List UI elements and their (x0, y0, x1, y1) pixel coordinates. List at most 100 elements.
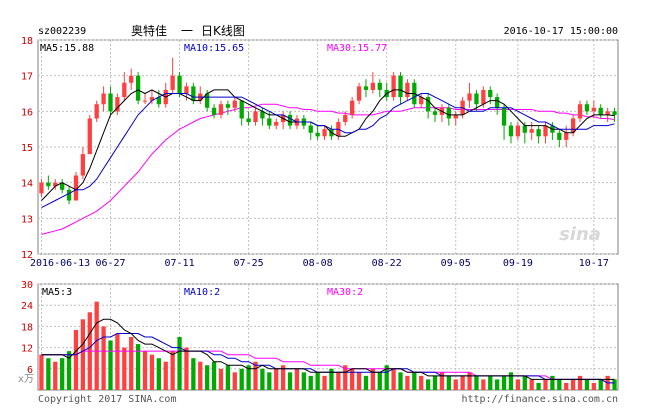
candle-body (350, 100, 355, 115)
candle-body (598, 107, 603, 115)
volume-bar (246, 365, 251, 390)
volume-bar (156, 358, 161, 390)
volume-bar (170, 351, 175, 390)
volume-bar (177, 337, 182, 390)
candle-body (170, 75, 175, 90)
volume-bar (260, 368, 265, 390)
volume-bar (294, 368, 300, 390)
volume-bar (267, 372, 272, 390)
candle-body (73, 175, 79, 201)
volume-bar (253, 361, 258, 390)
volume-bar (612, 379, 617, 390)
candle-body (474, 93, 479, 105)
volume-tick-label: 6 (27, 365, 33, 376)
candle-body (377, 82, 382, 90)
vol-ma10-legend: MA10:2 (184, 287, 220, 298)
candle-body (495, 97, 500, 108)
volume-bar (315, 372, 320, 390)
volume-bar (46, 358, 51, 390)
volume-bar (391, 368, 396, 390)
date-tick-label: 07-25 (234, 258, 264, 269)
volume-bar (377, 372, 382, 390)
volume-bar (488, 375, 493, 390)
candle-body (488, 89, 493, 98)
candle-body (391, 75, 396, 98)
price-tick-label: 17 (21, 72, 33, 83)
volume-bar (515, 379, 521, 390)
volume-bar (501, 375, 507, 390)
candle-body (53, 182, 58, 187)
candle-body (142, 100, 148, 102)
candle-body (239, 100, 244, 119)
volume-bar (439, 372, 445, 390)
candle-body (591, 107, 596, 112)
vol-ma10-line-path (41, 333, 615, 384)
candle-body (522, 125, 527, 133)
volume-bar (218, 368, 224, 390)
candle-body (287, 114, 293, 126)
candle-body (135, 75, 141, 101)
volume-bar (94, 301, 99, 390)
volume-tick-label: 12 (21, 344, 33, 355)
candle-body (218, 104, 224, 115)
vol-ma5-line-path (41, 318, 615, 380)
volume-bar (550, 375, 555, 390)
candle-body (515, 125, 521, 137)
date-tick-label: 2016-06-13 (30, 258, 90, 269)
candle-body (308, 125, 313, 133)
datetime: 2016-10-17 15:00:00 (504, 26, 618, 37)
candle-body (501, 107, 507, 126)
date-tick-label: 09-05 (441, 258, 471, 269)
candles (39, 57, 617, 205)
ma10-legend: MA10:15.65 (184, 43, 244, 54)
volume-bar (356, 372, 362, 390)
price-tick-label: 16 (21, 107, 33, 118)
candle-body (149, 97, 155, 101)
candle-body (564, 132, 569, 140)
stock-name: 奥特佳 (131, 23, 167, 38)
volume-bar (135, 344, 141, 390)
volume-bars (39, 301, 617, 390)
volume-bar (570, 379, 576, 390)
candle-body (46, 182, 51, 187)
volume-bar (73, 329, 79, 390)
volume-bar (536, 382, 541, 390)
volume-ma-lines (41, 318, 615, 384)
candle-body (129, 75, 134, 83)
candle-body (246, 118, 251, 123)
copyright: Copyright 2017 SINA.com (38, 394, 176, 405)
volume-bar (66, 351, 72, 390)
volume-bar (149, 354, 155, 390)
candle-body (405, 82, 410, 98)
candle-body (108, 93, 113, 112)
candle-body (184, 86, 189, 94)
candle-body (432, 111, 438, 115)
candle-body (211, 107, 217, 115)
candle-body (260, 111, 265, 119)
volume-bar (225, 365, 231, 390)
date-tick-label: 07-11 (164, 258, 194, 269)
candle-body (536, 129, 541, 137)
candle-body (39, 182, 44, 194)
volume-bar (211, 361, 217, 390)
volume-bar (301, 372, 306, 390)
volume-bar (53, 361, 58, 390)
sina-watermark: sina (559, 224, 601, 245)
volume-tick-label: 18 (21, 322, 33, 333)
candle-body (66, 189, 72, 201)
candle-body (191, 86, 196, 101)
volume-bar (108, 340, 113, 390)
chart-period: 日K线图 (201, 24, 245, 38)
volume-bar (163, 361, 168, 390)
candle-body (177, 75, 182, 94)
volume-bar (529, 379, 534, 390)
volume-bar (336, 372, 341, 390)
ma30-line (41, 103, 615, 235)
date-tick-label: 10-17 (579, 258, 609, 269)
volume-bar (122, 347, 127, 390)
candle-body (419, 97, 424, 105)
volume-bar (467, 372, 472, 390)
price-tick-label: 15 (21, 143, 33, 154)
